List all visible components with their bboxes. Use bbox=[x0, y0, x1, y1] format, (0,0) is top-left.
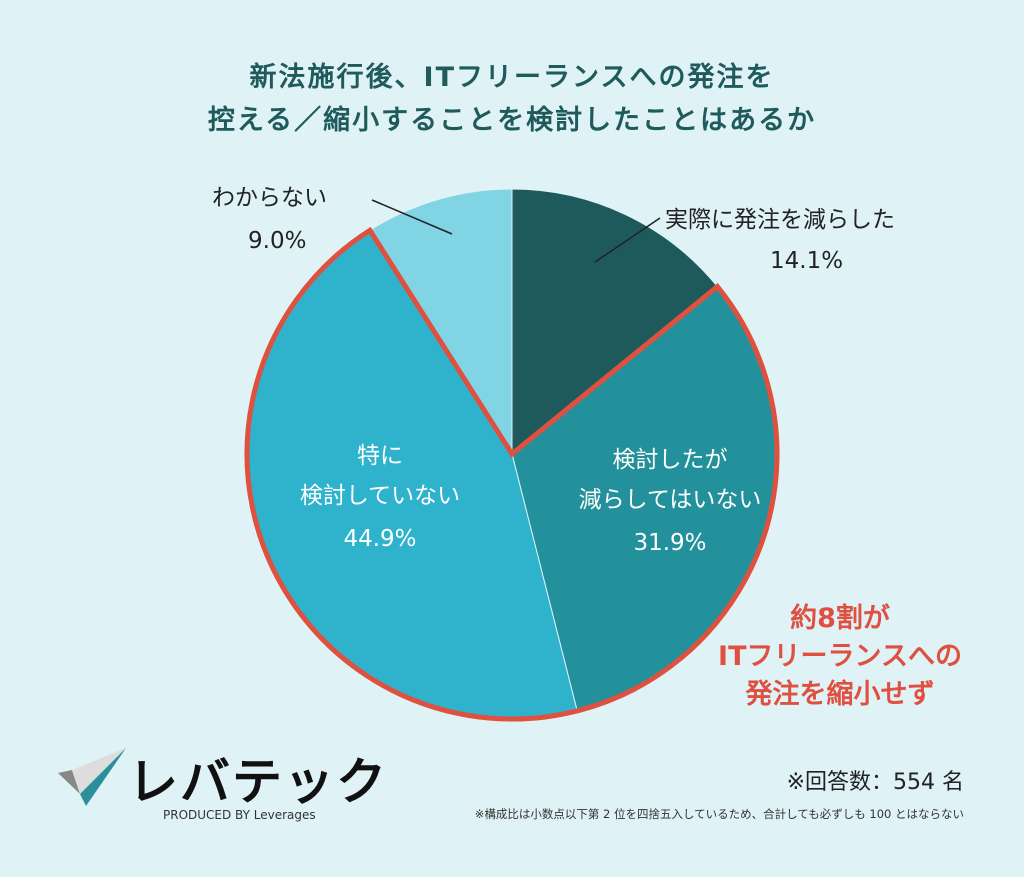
annotation-line3: 発注を縮小せず bbox=[745, 679, 935, 710]
logo-text: レバテック bbox=[128, 753, 388, 811]
label-unknown: わからない bbox=[212, 185, 327, 211]
label-considered: 検討したが 減らしてはいない bbox=[578, 447, 762, 513]
value-reduced: 14.1% bbox=[770, 248, 844, 274]
pie-slice-0 bbox=[511, 188, 719, 456]
annotation: 約8割が ITフリーランスへの 発注を縮小せず bbox=[690, 600, 990, 714]
chart-title-line2: 控える／縮小することを検討したことはあるか bbox=[207, 105, 817, 136]
annotation-line1: 約8割が bbox=[790, 603, 890, 634]
logo-sub: PRODUCED BY Leverages bbox=[163, 808, 316, 822]
logo-mark-icon bbox=[58, 748, 126, 806]
pie-slice-3 bbox=[369, 188, 513, 456]
value-considered: 31.9% bbox=[633, 530, 707, 556]
chart-title-line1: 新法施行後、ITフリーランスへの発注を bbox=[249, 62, 775, 93]
highlight-outline bbox=[244, 226, 780, 722]
leader-line-1 bbox=[371, 199, 453, 235]
label-not-considered: 特に 検討していない bbox=[299, 443, 461, 509]
annotation-line2: ITフリーランスへの bbox=[718, 641, 962, 672]
value-not-considered: 44.9% bbox=[343, 526, 417, 552]
value-unknown: 9.0% bbox=[248, 228, 307, 254]
footnote: ※構成比は小数点以下第 2 位を四捨五入しているため、合計しても必ずしも 100… bbox=[474, 807, 964, 821]
leader-line-0 bbox=[594, 217, 661, 263]
respondents: ※回答数：554 名 bbox=[786, 770, 964, 795]
label-reduced: 実際に発注を減らした bbox=[665, 207, 895, 233]
